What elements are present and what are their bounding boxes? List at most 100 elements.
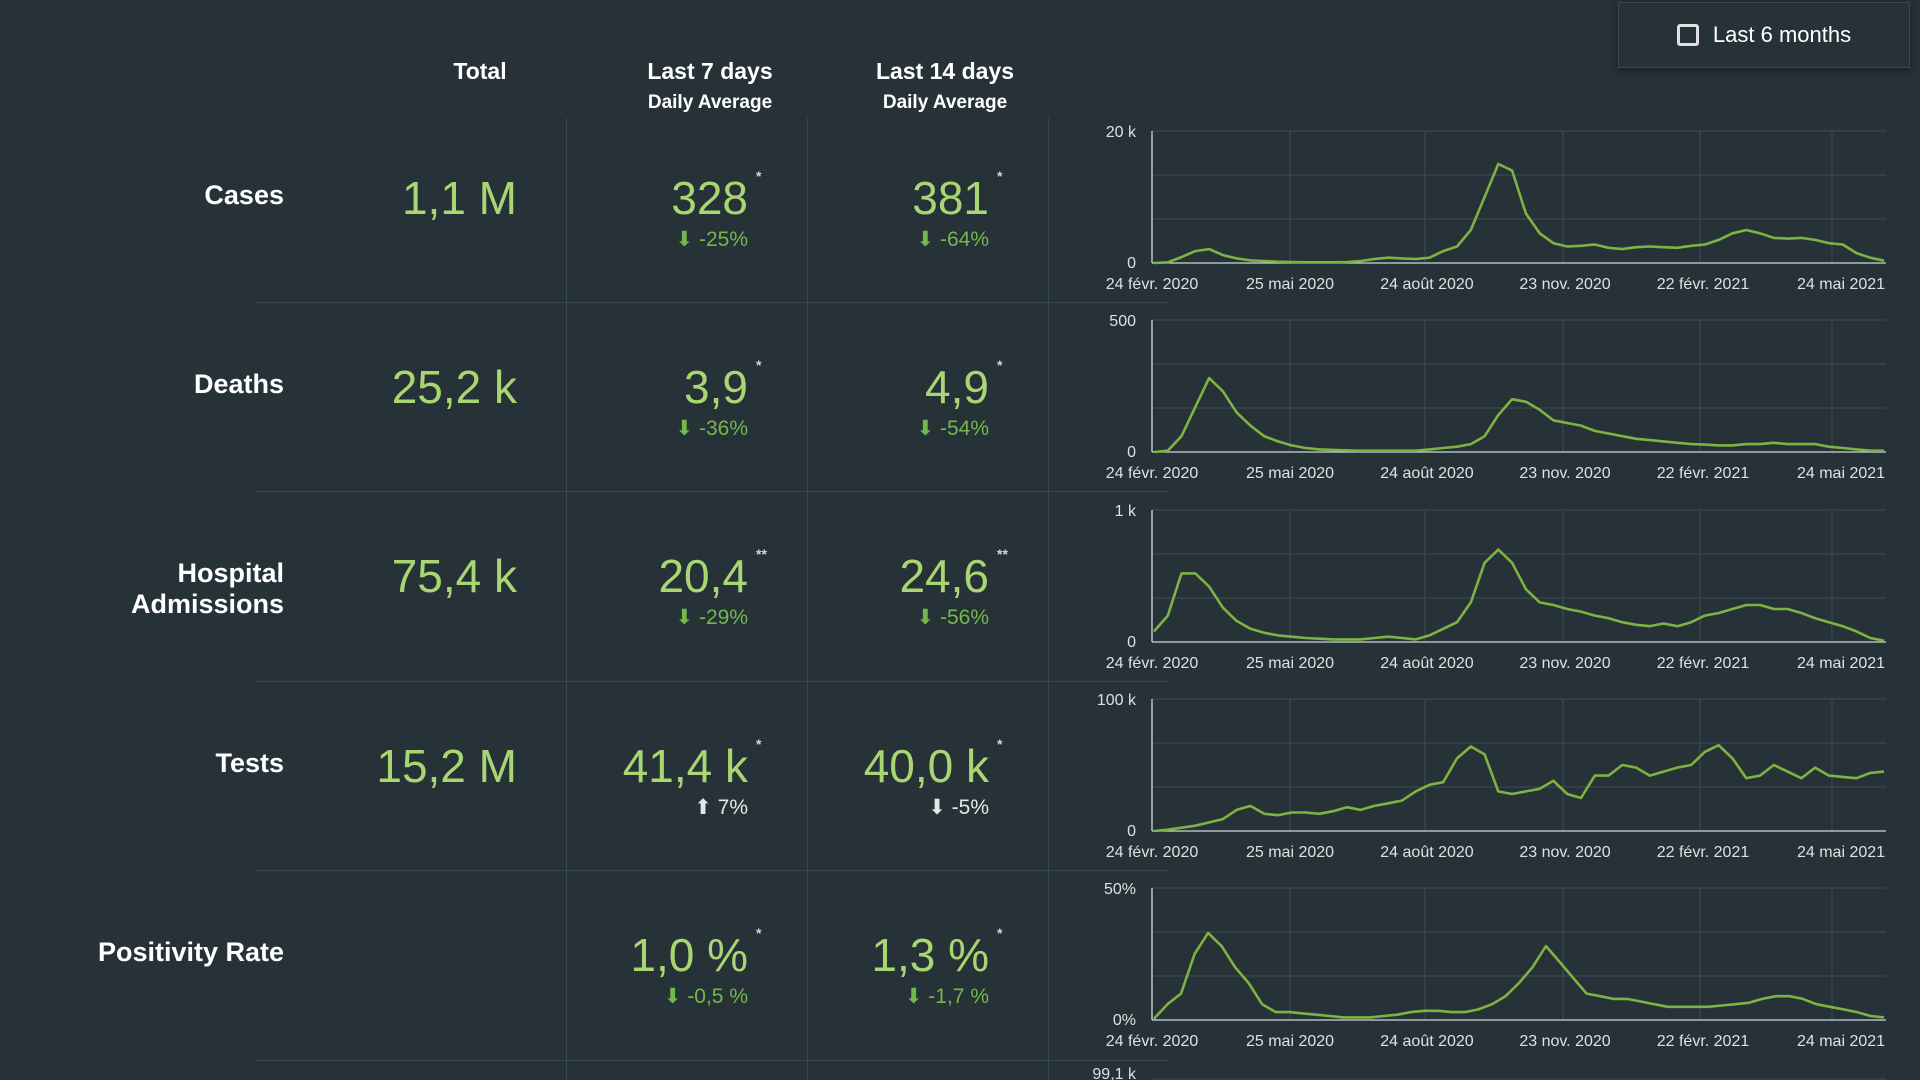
avg14-footnote-mark: ** [997,546,1008,562]
chart-x-tick-label: 24 févr. 2020 [1106,844,1199,861]
chart-x-tick-label: 24 août 2020 [1380,465,1474,482]
avg7-value: 328 [671,172,748,224]
total-value: 1,1 M [401,172,517,224]
row-divider-3 [256,681,1168,682]
chart-x-tick-label: 24 août 2020 [1380,1033,1474,1050]
chart-series-line [1153,376,1884,454]
chart-x-tick-label: 22 févr. 2021 [1657,276,1750,293]
chart-x-tick-label: 24 mai 2021 [1797,465,1885,482]
avg7-footnote-mark: * [756,925,762,941]
avg14-value: 24,6 [899,550,989,602]
chart-x-tick-label: 24 mai 2021 [1797,844,1885,861]
column-divider-2 [807,118,808,1080]
row-divider-2 [256,491,1168,492]
header-last7-sub: Daily Average [647,92,773,113]
chart-x-tick-label: 23 nov. 2020 [1519,276,1610,293]
chart-x-tick-label: 24 mai 2021 [1797,276,1885,293]
avg7-value: 41,4 k [622,740,748,792]
chart-x-tick-label: 25 mai 2020 [1246,655,1334,672]
row-divider-1 [256,302,1168,303]
checkbox-icon[interactable] [1676,24,1699,46]
chart-x-tick-label: 24 févr. 2020 [1106,655,1199,672]
chart-x-tick-label: 25 mai 2020 [1246,465,1334,482]
chart-series-line [1153,548,1885,642]
chart-y-tick-label: 0% [1113,1012,1136,1029]
row-label: Positivity Rate [97,937,284,967]
chart-x-tick-label: 23 nov. 2020 [1519,465,1610,482]
chart-y-tick-label: 100 k [1097,692,1137,709]
chart-x-tick-label: 24 févr. 2020 [1106,465,1199,482]
chart-series-line [1153,162,1885,265]
avg7-change: ⬇ -29% [675,606,748,629]
avg14-footnote-mark: * [997,736,1003,752]
avg7-value: 1,0 % [630,929,748,981]
chart-x-tick-label: 22 févr. 2021 [1657,655,1750,672]
chart-x-tick-label: 22 févr. 2021 [1657,1033,1750,1050]
header-total: Total [453,58,507,84]
avg7-change: ⬆ 7% [694,796,748,819]
chart-series-line [1153,931,1885,1020]
chart-x-tick-label: 24 févr. 2020 [1106,1033,1199,1050]
chart-x-tick-label: 25 mai 2020 [1246,844,1334,861]
chart-y-tick-label: 50% [1104,881,1136,898]
row-divider-5 [256,1060,1168,1061]
row-label: Cases [204,180,284,210]
header-last7: Last 7 days [647,58,773,84]
chart-x-tick-label: 25 mai 2020 [1246,276,1334,293]
chart-x-tick-label: 23 nov. 2020 [1519,655,1610,672]
avg7-footnote-mark: * [756,168,762,184]
chart-y-tick-label: 500 [1109,313,1136,330]
column-divider-1 [566,118,567,1080]
avg14-footnote-mark: * [997,925,1003,941]
chart-x-tick-label: 24 mai 2021 [1797,1033,1885,1050]
chart-x-tick-label: 24 févr. 2020 [1106,276,1199,293]
chart-y-tick-label: 99,1 k [1092,1066,1137,1080]
chart-x-tick-label: 24 mai 2021 [1797,655,1885,672]
chart-x-tick-label: 24 août 2020 [1380,844,1474,861]
row-divider-4 [256,870,1168,871]
chart-y-tick-label: 20 k [1106,124,1137,141]
avg14-value: 4,9 [925,361,989,413]
header-last14: Last 14 days [875,58,1015,84]
avg7-footnote-mark: * [756,736,762,752]
chart-y-tick-label: 0 [1127,823,1136,840]
avg14-value: 1,3 % [871,929,989,981]
toggle-label: Last 6 months [1712,22,1852,47]
chart-y-tick-label: 1 k [1115,503,1137,520]
avg14-value: 381 [912,172,989,224]
avg14-footnote-mark: * [997,357,1003,373]
avg14-change: ⬇ -1,7 % [904,985,989,1008]
avg14-change: ⬇ -64% [916,228,989,251]
avg7-footnote-mark: * [756,357,762,373]
total-value: 75,4 k [391,550,517,602]
chart-y-tick-label: 0 [1127,634,1136,651]
column-divider-3 [1048,118,1049,1080]
chart-y-tick-label: 0 [1127,255,1136,272]
row-label: Hospital Admissions [130,558,284,619]
total-value: 15,2 M [376,740,517,792]
avg14-footnote-mark: * [997,168,1003,184]
avg7-value: 3,9 [684,361,748,413]
row-label: Deaths [193,369,284,399]
avg7-change: ⬇ -0,5 % [663,985,748,1008]
chart-x-tick-label: 23 nov. 2020 [1519,844,1610,861]
avg7-value: 20,4 [658,550,748,602]
total-value: 25,2 k [391,361,517,413]
avg7-change: ⬇ -36% [675,417,748,440]
avg7-change: ⬇ -25% [675,228,748,251]
chart-x-tick-label: 24 août 2020 [1380,655,1474,672]
chart-x-tick-label: 25 mai 2020 [1246,1033,1334,1050]
chart-x-tick-label: 23 nov. 2020 [1519,1033,1610,1050]
avg14-value: 40,0 k [863,740,989,792]
row-label: Tests [215,748,284,778]
chart-x-tick-label: 22 févr. 2021 [1657,465,1750,482]
last-6-months-toggle[interactable]: Last 6 months [1618,2,1910,68]
chart-series-line [1153,743,1885,833]
avg14-change: ⬇ -54% [916,417,989,440]
avg14-change: ⬇ -56% [916,606,989,629]
header-last14-sub: Daily Average [882,92,1008,113]
chart-x-tick-label: 24 août 2020 [1380,276,1474,293]
avg14-change: ⬇ -5% [928,796,989,819]
avg7-footnote-mark: ** [756,546,767,562]
